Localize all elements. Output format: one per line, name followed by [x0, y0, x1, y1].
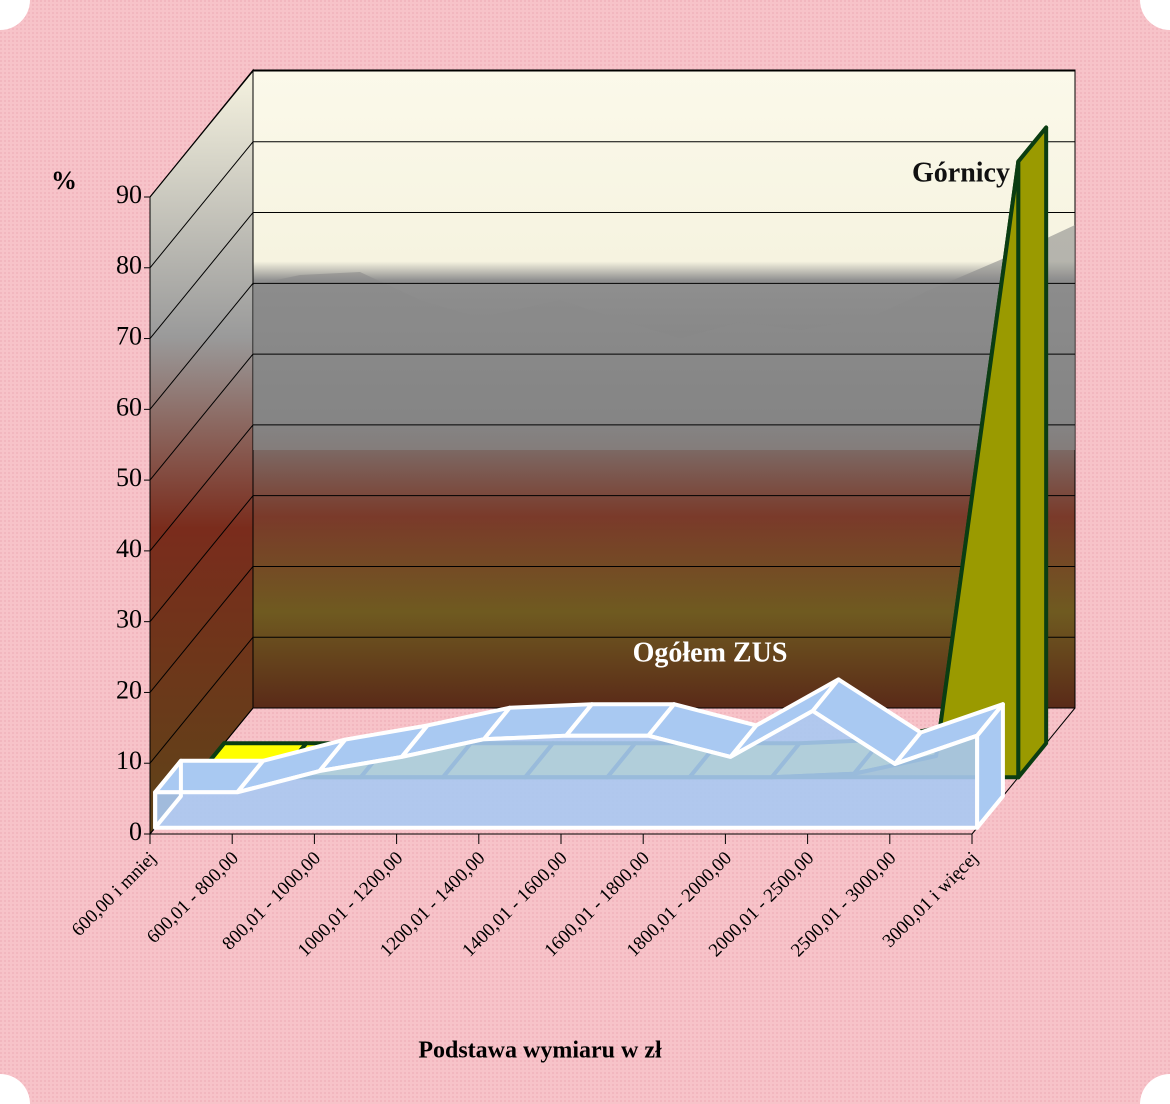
grid-line — [149, 70, 254, 198]
y-tick-label: 50 — [116, 463, 142, 492]
grid-line — [149, 353, 254, 481]
y-axis-label: % — [51, 166, 77, 195]
mountains — [253, 225, 1075, 450]
y-tick-label: 70 — [116, 322, 142, 351]
ribbon-end — [975, 702, 1005, 830]
y-tick-label: 0 — [129, 817, 142, 846]
x-axis-label: Podstawa wymiaru w zł — [418, 1038, 662, 1064]
grid-line — [149, 424, 254, 552]
y-tick-label: 60 — [116, 392, 142, 421]
ribbon-end — [1016, 125, 1049, 780]
series-label: Ogółem ZUS — [633, 637, 788, 668]
area-front — [153, 708, 980, 830]
series-label: Górnicy — [912, 157, 1010, 188]
side-wall — [149, 68, 254, 836]
y-tick-label: 90 — [116, 180, 142, 209]
grid-line — [149, 636, 254, 764]
y-tick-label: 30 — [116, 605, 142, 634]
grid-line — [149, 212, 254, 339]
y-tick-label: 40 — [116, 534, 142, 563]
grid-line — [149, 283, 254, 410]
ribbon-end — [153, 758, 183, 830]
y-tick-label: 80 — [116, 251, 142, 280]
grid-line — [149, 566, 254, 693]
grid-line — [149, 141, 254, 269]
y-tick-label: 10 — [116, 746, 142, 775]
grid-line — [149, 495, 254, 622]
y-tick-label: 20 — [116, 675, 142, 704]
